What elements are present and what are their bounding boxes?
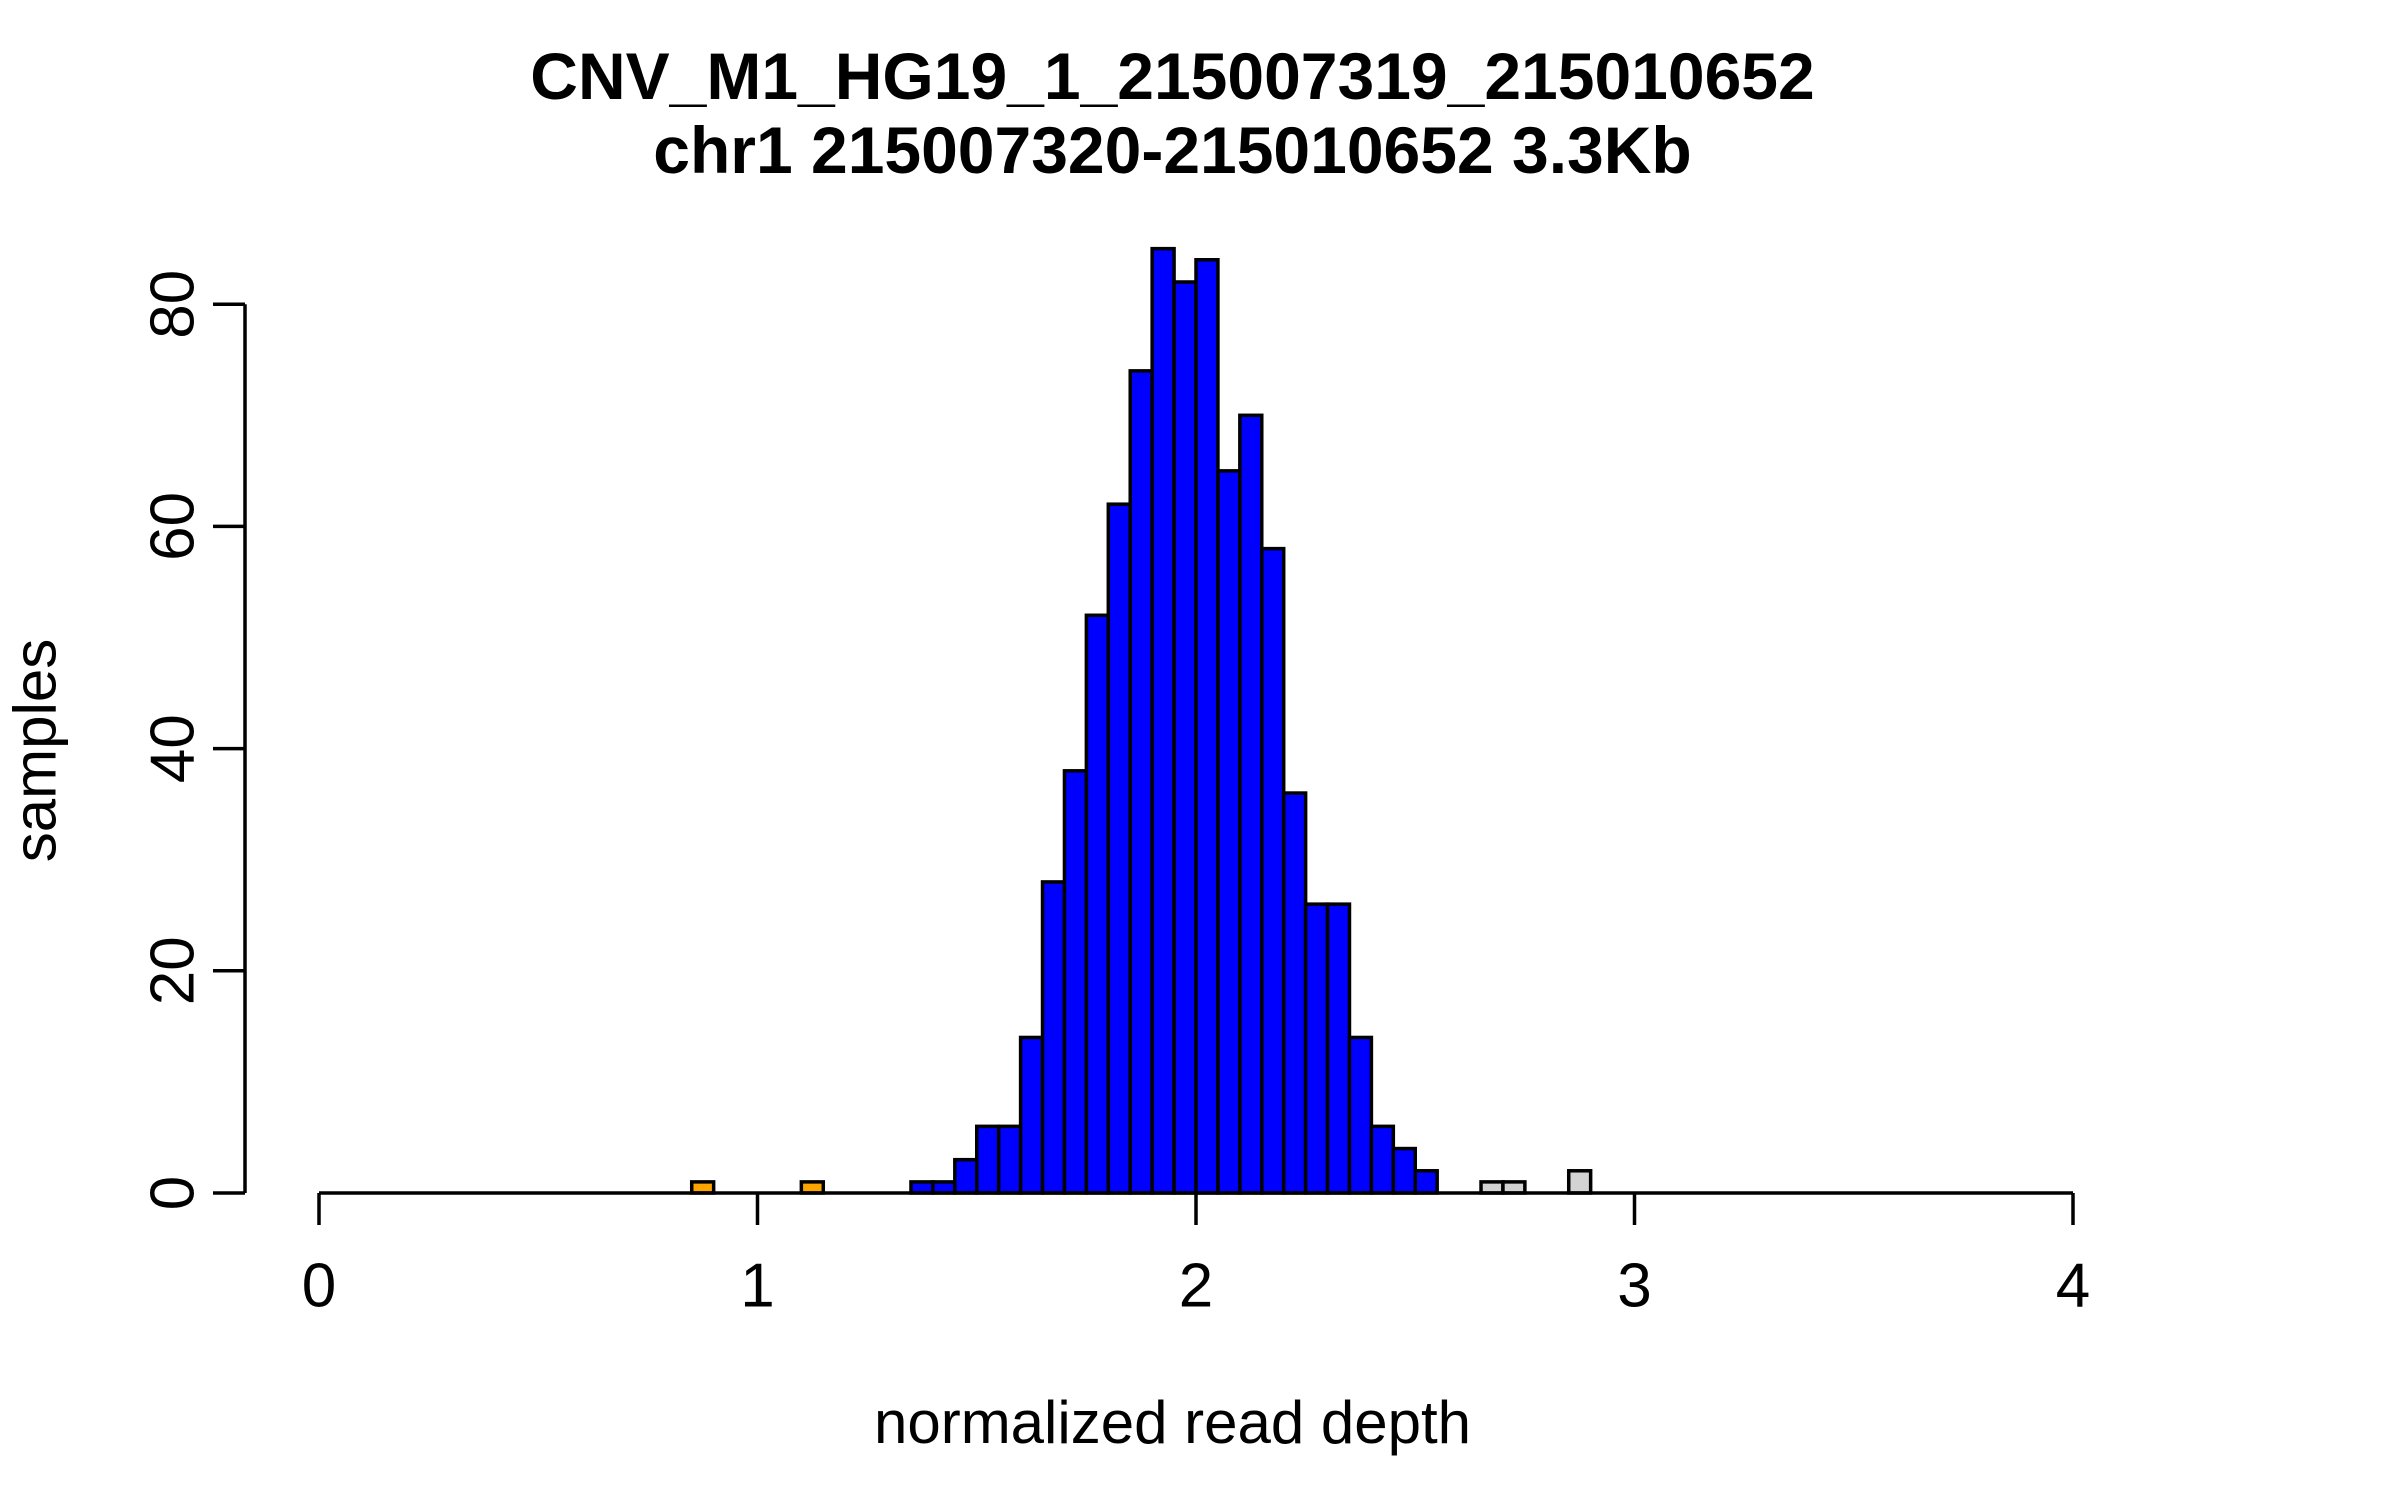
histogram-bar (1391, 1146, 1417, 1195)
histogram-bar (1150, 246, 1176, 1195)
y-tick-label: 80 (138, 270, 207, 339)
histogram-bar (975, 1124, 1001, 1195)
histogram-bar (1172, 280, 1198, 1195)
histogram-bar (1018, 1035, 1045, 1195)
x-tick-label: 1 (740, 1252, 774, 1321)
y-tick-label: 40 (138, 714, 207, 783)
histogram-bar (1281, 791, 1308, 1195)
histogram-bar (1216, 469, 1242, 1195)
histogram-bar (1084, 613, 1111, 1195)
histogram-bar (1040, 880, 1067, 1195)
histogram-bar (1303, 902, 1330, 1195)
histogram-bar (1194, 258, 1220, 1195)
histogram-bar (1260, 546, 1286, 1195)
x-tick-label: 3 (1617, 1252, 1651, 1321)
x-axis-title: normalized read depth (873, 1389, 1472, 1456)
histogram-bar (1106, 502, 1132, 1195)
x-tick-label: 0 (302, 1252, 336, 1321)
histogram-bar (996, 1124, 1023, 1195)
histogram-bar (1062, 769, 1089, 1195)
histogram-bar (1347, 1035, 1374, 1195)
chart-title: CNV_M1_HG19_1_215007319_215010652 (530, 39, 1815, 113)
histogram-bar (953, 1157, 979, 1195)
histogram-bar (1369, 1124, 1396, 1195)
y-tick-label: 20 (138, 936, 207, 1005)
histogram-bar (1128, 369, 1154, 1195)
y-tick-label: 0 (138, 1176, 207, 1210)
histogram-bar (1566, 1169, 1593, 1195)
x-tick-label: 2 (1179, 1252, 1213, 1321)
chart-title-block: CNV_M1_HG19_1_215007319_215010652 chr1 2… (245, 39, 2100, 188)
y-tick-label: 60 (138, 492, 207, 561)
histogram-bar (1413, 1169, 1439, 1195)
histogram-bar (1238, 413, 1264, 1195)
histogram-bar (1325, 902, 1352, 1195)
y-axis-title: samples (1, 638, 69, 863)
chart-subtitle: chr1 215007320-215010652 3.3Kb (653, 112, 1692, 187)
x-tick-label: 4 (2056, 1252, 2090, 1321)
